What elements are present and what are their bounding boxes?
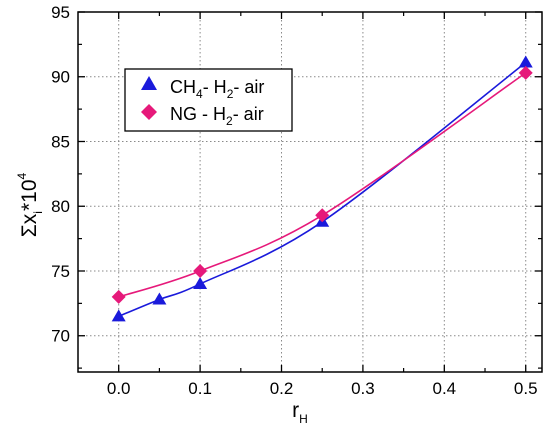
y-axis-title: Σxi*104: [15, 173, 45, 238]
y-tick-label: 95: [51, 3, 70, 22]
data-points: [111, 55, 533, 322]
legend: CH4- H2- air NG - H2- air: [124, 68, 293, 132]
x-tick-label: 0.0: [107, 379, 131, 398]
axis-ticks: 0.0 0.1 0.2 0.3 0.4 0.5 70 75 80 85 90 95: [51, 3, 542, 398]
legend-marker-ng: [141, 104, 157, 120]
data-point-series-1: [518, 65, 533, 80]
fit-curve-1: [118, 72, 527, 298]
x-axis-title: rH: [292, 399, 308, 426]
x-tick-label: 0.5: [514, 379, 538, 398]
data-point-series-0: [518, 55, 533, 68]
x-tick-label: 0.2: [270, 379, 294, 398]
data-point-series-1: [193, 263, 208, 278]
data-point-series-1: [315, 208, 330, 223]
y-tick-label: 85: [51, 132, 70, 151]
y-tick-label: 90: [51, 68, 70, 87]
legend-box: [124, 68, 293, 132]
plot-frame: [77, 11, 543, 373]
legend-label-ch4: CH4- H2- air: [170, 77, 264, 101]
legend-label-ng: NG - H2- air: [170, 104, 264, 128]
y-tick-label: 70: [51, 327, 70, 346]
y-tick-label: 80: [51, 197, 70, 216]
x-tick-label: 0.4: [432, 379, 456, 398]
data-point-series-0: [193, 276, 208, 289]
grid: [78, 12, 542, 372]
y-tick-label: 75: [51, 262, 70, 281]
x-tick-label: 0.1: [188, 379, 212, 398]
data-point-series-0: [111, 309, 126, 322]
data-point-series-0: [152, 292, 167, 305]
data-point-series-1: [111, 289, 126, 304]
legend-marker-ch4: [141, 76, 157, 90]
x-tick-label: 0.3: [351, 379, 375, 398]
